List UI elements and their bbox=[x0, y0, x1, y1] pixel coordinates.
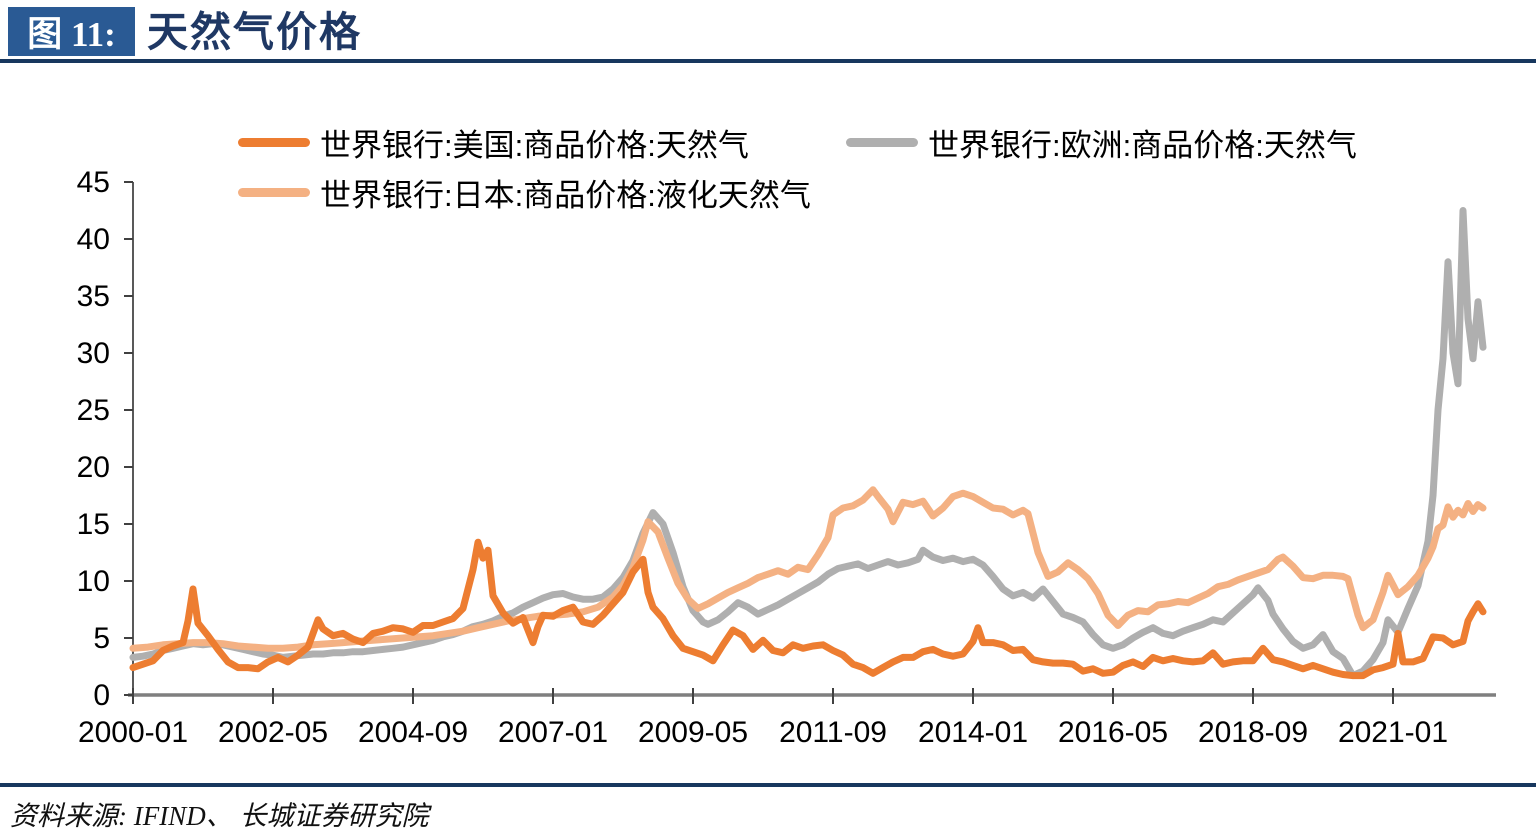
legend-label-japan: 世界银行:日本:商品价格:液化天然气 bbox=[320, 178, 811, 213]
legend-swatch-japan-line bbox=[238, 188, 310, 197]
data-source-note: 资料来源: IFIND、 长城证券研究院 bbox=[10, 801, 429, 831]
legend-item-japan: 世界银行:日本:商品价格:液化天然气 bbox=[238, 170, 811, 215]
y-tick-label: 45 bbox=[77, 166, 110, 199]
x-tick-label: 2004-09 bbox=[358, 716, 468, 749]
y-tick-label: 25 bbox=[77, 394, 110, 427]
series-line-2 bbox=[129, 486, 1487, 652]
y-tick-label: 10 bbox=[77, 565, 110, 598]
x-tick-label: 2007-01 bbox=[498, 716, 608, 749]
legend-label-us: 世界银行:美国:商品价格:天然气 bbox=[320, 128, 749, 163]
x-tick-label: 2000-01 bbox=[78, 716, 188, 749]
y-tick-label: 0 bbox=[93, 679, 110, 712]
x-tick-label: 2011-09 bbox=[779, 716, 887, 749]
series-line-0 bbox=[129, 538, 1487, 680]
figure-number-badge: 图 11: bbox=[8, 7, 135, 56]
header-divider bbox=[0, 59, 1536, 63]
legend-label-europe: 世界银行:欧洲:商品价格:天然气 bbox=[928, 128, 1357, 163]
legend-swatch-us-line bbox=[238, 138, 310, 147]
y-tick-label: 40 bbox=[77, 223, 110, 256]
y-tick-label: 20 bbox=[77, 451, 110, 484]
x-tick-label: 2016-05 bbox=[1058, 716, 1168, 749]
x-tick-label: 2002-05 bbox=[218, 716, 328, 749]
footer-divider bbox=[0, 783, 1536, 787]
legend-swatch-europe-line bbox=[846, 138, 918, 147]
x-tick-label: 2018-09 bbox=[1198, 716, 1308, 749]
x-tick-label: 2021-01 bbox=[1338, 716, 1448, 749]
legend-item-us: 世界银行:美国:商品价格:天然气 bbox=[238, 120, 749, 165]
y-tick-label: 30 bbox=[77, 337, 110, 370]
figure-title: 天然气价格 bbox=[147, 9, 362, 55]
y-tick-label: 35 bbox=[77, 280, 110, 313]
legend-item-europe: 世界银行:欧洲:商品价格:天然气 bbox=[846, 120, 1357, 165]
series-line-1 bbox=[129, 207, 1487, 680]
y-tick-label: 15 bbox=[77, 508, 110, 541]
x-tick-label: 2014-01 bbox=[918, 716, 1028, 749]
x-tick-label: 2009-05 bbox=[638, 716, 748, 749]
y-tick-label: 5 bbox=[93, 622, 110, 655]
